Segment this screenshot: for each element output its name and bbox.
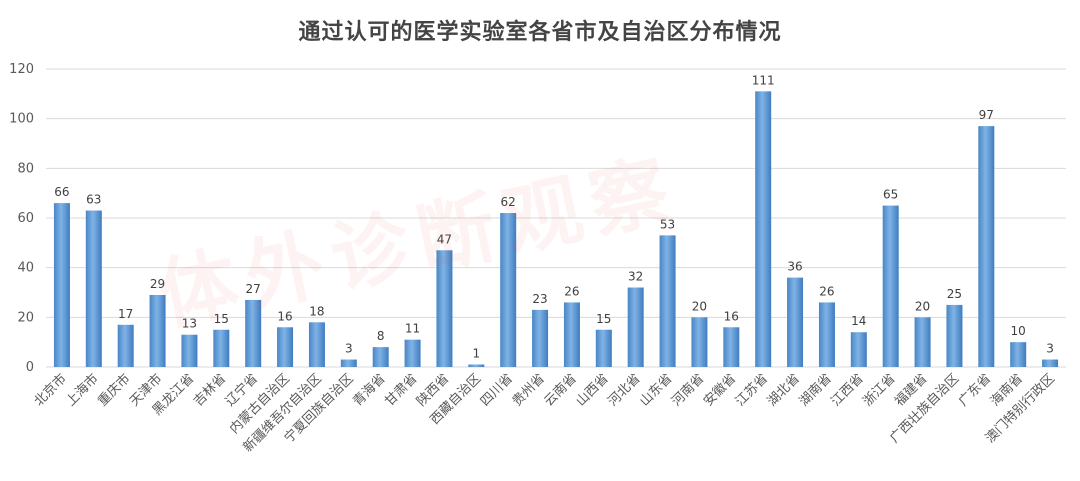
y-tick-label: 40	[17, 261, 34, 276]
bar	[659, 235, 676, 367]
data-label: 97	[979, 108, 994, 122]
bar	[850, 332, 867, 367]
bar	[595, 329, 612, 367]
x-tick-label: 甘肃省	[382, 371, 420, 409]
bar	[436, 250, 453, 367]
bar	[978, 126, 995, 367]
x-tick-label: 山东省	[637, 371, 675, 409]
data-label: 63	[86, 193, 101, 207]
x-tick-label: 湖北省	[765, 371, 803, 409]
data-label: 65	[883, 188, 898, 202]
x-tick-label: 河北省	[605, 371, 643, 409]
data-label: 29	[150, 277, 165, 291]
bar	[563, 302, 580, 367]
bar	[308, 322, 325, 367]
data-label: 32	[628, 270, 643, 284]
y-tick-label: 80	[17, 161, 34, 176]
data-label: 10	[1011, 324, 1026, 338]
y-tick-label: 0	[26, 360, 34, 375]
x-tick-label: 北京市	[31, 371, 70, 410]
bar	[340, 359, 357, 367]
y-tick-label: 100	[9, 112, 34, 127]
x-tick-label: 江苏省	[732, 371, 771, 410]
bar	[117, 324, 134, 367]
y-tick-label: 60	[17, 211, 34, 226]
bar	[181, 334, 198, 367]
x-tick-label: 湖南省	[796, 371, 835, 410]
x-tick-label: 云南省	[541, 371, 580, 410]
bar	[627, 287, 644, 367]
bar	[787, 277, 804, 367]
data-label: 20	[915, 299, 930, 313]
bars	[53, 91, 1059, 367]
x-axis-ticks: 北京市上海市重庆市天津市黑龙江省吉林省辽宁省内蒙古自治区新疆维吾尔自治区宁夏回族…	[31, 371, 1058, 456]
x-tick-label: 贵州省	[510, 371, 548, 409]
bar	[149, 294, 166, 367]
bar	[53, 203, 70, 367]
data-label: 26	[819, 284, 834, 298]
data-label: 11	[405, 322, 420, 336]
data-label: 66	[54, 185, 69, 199]
bar	[818, 302, 835, 367]
bar	[404, 339, 421, 367]
chart-title: 通过认可的医学实验室各省市及自治区分布情况	[298, 20, 782, 45]
data-label: 15	[214, 312, 229, 326]
x-tick-label: 重庆市	[95, 371, 134, 410]
y-tick-label: 120	[9, 62, 34, 77]
data-label: 3	[1046, 342, 1054, 356]
x-tick-label: 安徽省	[701, 371, 739, 409]
bar	[213, 329, 230, 367]
bar	[946, 304, 963, 367]
y-axis-ticks: 0 20 40 60 80 100 120	[9, 62, 34, 375]
x-tick-label: 青海省	[350, 371, 388, 409]
bar	[85, 210, 102, 367]
x-tick-label: 山西省	[573, 371, 611, 409]
data-label: 25	[947, 287, 962, 301]
x-tick-label: 四川省	[478, 371, 516, 409]
bar	[882, 205, 899, 367]
data-label: 14	[851, 314, 866, 328]
data-label: 15	[596, 312, 611, 326]
data-label: 111	[752, 73, 775, 87]
bar	[755, 91, 772, 367]
x-tick-label: 河南省	[668, 371, 707, 410]
data-label: 16	[724, 309, 739, 323]
data-labels: 66 63 17 29 13 15 27 16 18 3 8 11 47 1 62 23 26 15 32 53 20 1…	[54, 73, 1054, 360]
bar	[1010, 342, 1027, 367]
x-tick-label: 江西省	[828, 371, 866, 409]
bar	[914, 317, 931, 367]
x-tick-label: 吉林省	[191, 371, 229, 409]
bar	[500, 213, 517, 367]
bar	[277, 327, 294, 367]
data-label: 20	[692, 299, 707, 313]
data-label: 13	[182, 317, 197, 331]
data-label: 47	[437, 232, 452, 246]
data-label: 62	[501, 195, 516, 209]
gridlines	[46, 68, 1066, 368]
bar	[372, 347, 389, 367]
data-label: 26	[564, 284, 579, 298]
x-tick-label: 广东省	[956, 371, 994, 409]
bar	[532, 309, 549, 367]
x-tick-label: 上海市	[63, 371, 102, 410]
data-label: 36	[787, 260, 802, 274]
data-label: 27	[246, 282, 261, 296]
bar	[468, 364, 485, 367]
data-label: 16	[277, 309, 292, 323]
y-tick-label: 20	[17, 310, 34, 325]
data-label: 17	[118, 307, 133, 321]
data-label: 53	[660, 217, 675, 231]
x-tick-label: 浙江省	[860, 371, 898, 409]
data-label: 3	[345, 342, 353, 356]
bar	[691, 317, 708, 367]
data-label: 1	[472, 347, 480, 361]
bar	[1042, 359, 1059, 367]
data-label: 18	[309, 304, 324, 318]
bar	[245, 299, 262, 367]
bar	[723, 327, 740, 367]
data-label: 8	[377, 329, 385, 343]
data-label: 23	[532, 292, 547, 306]
